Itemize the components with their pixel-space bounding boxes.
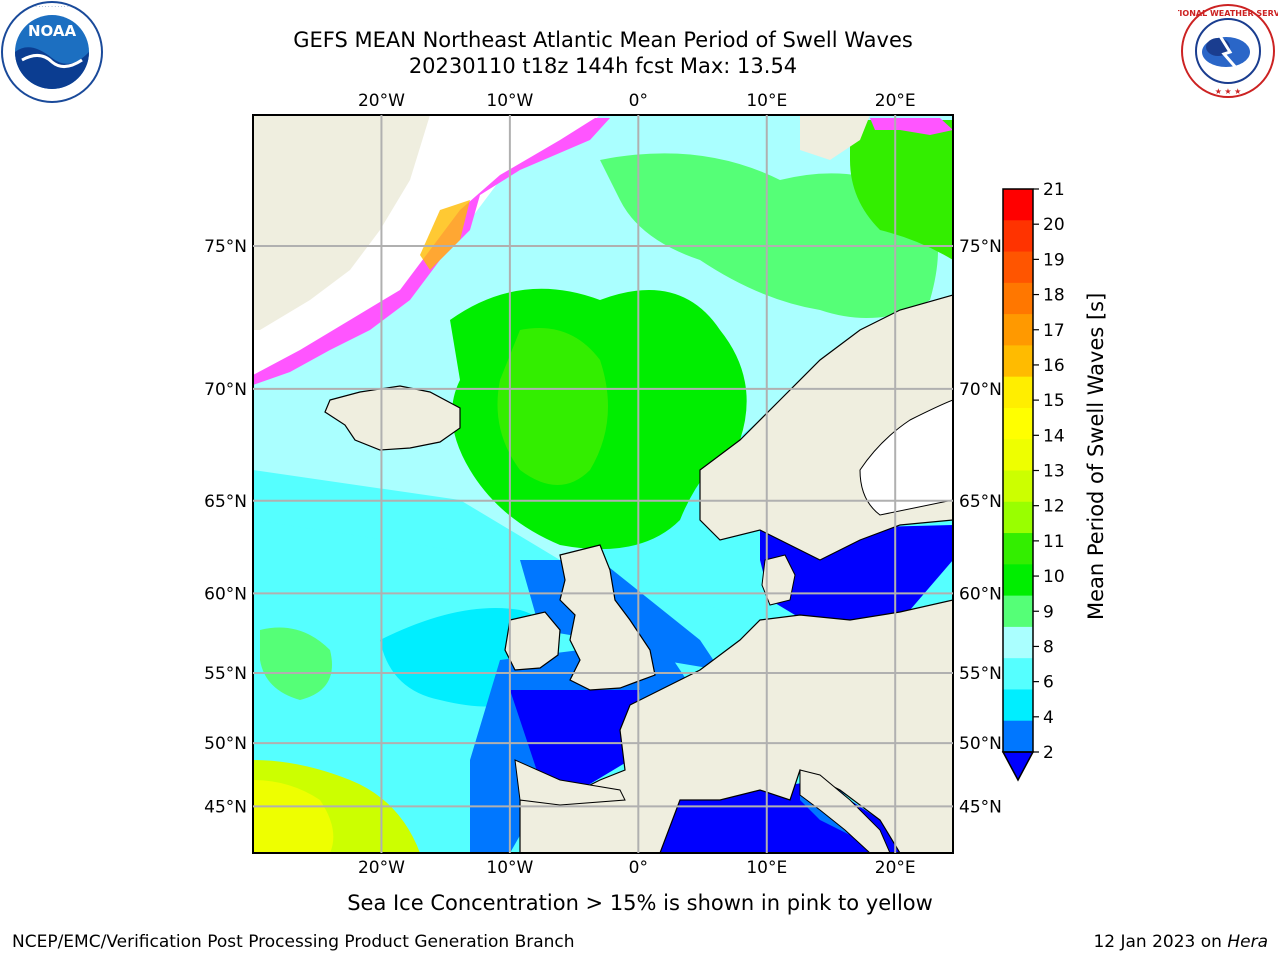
colorbar-tick-label: 14 <box>1043 426 1065 446</box>
lat-label-right: 75°N <box>959 237 1002 257</box>
svg-text:★ ★ ★: ★ ★ ★ <box>1215 87 1242 96</box>
lat-labels-right: 75°N 70°N 65°N 60°N 55°N 50°N 45°N <box>959 237 1002 817</box>
colorbar-segment <box>1003 407 1033 440</box>
lat-label-right: 50°N <box>959 734 1002 754</box>
colorbar-segment <box>1003 314 1033 346</box>
lon-label-top: 0° <box>629 91 648 111</box>
nws-logo: NATIONAL WEATHER SERVICE ★ ★ ★ <box>1178 4 1278 98</box>
colorbar-tick-label: 16 <box>1043 356 1065 376</box>
lon-label-bottom: 0° <box>629 858 648 878</box>
footer-date-text: 12 Jan 2023 on <box>1093 932 1228 952</box>
colorbar-tick-label: 8 <box>1043 637 1054 657</box>
colorbar: 21 20 19 18 17 16 15 14 13 12 11 10 9 8 6 4 2 <box>1001 180 1065 782</box>
map-field <box>253 115 953 853</box>
svg-text:· · · · · · · · · · · · ·: · · · · · · · · · · · · · <box>32 4 72 10</box>
colorbar-segment <box>1003 720 1033 753</box>
lon-label-top: 20°E <box>875 91 916 111</box>
colorbar-segment <box>1003 595 1033 628</box>
colorbar-tick-label: 17 <box>1043 321 1065 341</box>
colorbar-label: Mean Period of Swell Waves [s] <box>1084 292 1108 620</box>
colorbar-tick-label: 2 <box>1043 743 1054 763</box>
lon-labels-top: 20°W 10°W 0° 10°E 20°E <box>358 91 916 111</box>
lat-labels-left: 75°N 70°N 65°N 60°N 55°N 50°N 45°N <box>204 237 247 817</box>
lat-label-right: 65°N <box>959 492 1002 512</box>
colorbar-segment <box>1003 439 1033 471</box>
colorbar-segment <box>1003 189 1033 221</box>
lon-label-bottom: 20°W <box>358 858 405 878</box>
lon-label-bottom: 20°E <box>875 858 916 878</box>
noaa-logo-text: NOAA <box>28 22 77 40</box>
colorbar-tick-label: 21 <box>1043 180 1065 200</box>
lon-label-top: 10°W <box>486 91 533 111</box>
colorbar-segment <box>1003 282 1033 315</box>
lat-label-right: 55°N <box>959 664 1002 684</box>
lat-label-left: 50°N <box>204 734 247 754</box>
nws-ring-text: NATIONAL WEATHER SERVICE <box>1178 9 1278 18</box>
lat-label-right: 70°N <box>959 380 1002 400</box>
colorbar-segment <box>1003 689 1033 722</box>
colorbar-segment <box>1003 501 1033 534</box>
colorbar-segment <box>1003 470 1033 503</box>
colorbar-tick-label: 13 <box>1043 462 1065 482</box>
lat-label-left: 60°N <box>204 584 247 604</box>
colorbar-tick-label: 6 <box>1043 673 1054 693</box>
lon-label-top: 10°E <box>746 91 787 111</box>
colorbar-segment <box>1003 345 1033 378</box>
chart-subtitle: 20230110 t18z 144h fcst Max: 13.54 <box>408 54 798 78</box>
colorbar-segment <box>1003 251 1033 284</box>
lat-label-left: 55°N <box>204 664 247 684</box>
colorbar-tick-label: 20 <box>1043 215 1065 235</box>
colorbar-tick-label: 4 <box>1043 708 1054 728</box>
colorbar-tick-label: 9 <box>1043 602 1054 622</box>
lon-label-top: 20°W <box>358 91 405 111</box>
colorbar-tick-label: 11 <box>1043 532 1065 552</box>
lat-label-left: 70°N <box>204 380 247 400</box>
footer-date: 12 Jan 2023 on Hera <box>1093 932 1268 952</box>
lon-label-bottom: 10°E <box>746 858 787 878</box>
colorbar-tick-label: 10 <box>1043 567 1065 587</box>
footer-branch: NCEP/EMC/Verification Post Processing Pr… <box>12 932 575 952</box>
footer-host: Hera <box>1227 932 1268 952</box>
colorbar-segment <box>1003 658 1033 690</box>
colorbar-segment <box>1003 376 1033 409</box>
lat-label-left: 75°N <box>204 237 247 257</box>
colorbar-tick-label: 15 <box>1043 391 1065 411</box>
lat-label-left: 45°N <box>204 797 247 817</box>
colorbar-segment <box>1003 626 1033 659</box>
colorbar-segment <box>1003 533 1033 565</box>
noaa-logo: NOAA · · · · · · · · · · · · · <box>1 1 103 103</box>
chart-title: GEFS MEAN Northeast Atlantic Mean Period… <box>293 28 913 52</box>
colorbar-tick-label: 18 <box>1043 286 1065 306</box>
lat-label-right: 60°N <box>959 584 1002 604</box>
colorbar-extend <box>1001 751 1035 782</box>
lon-label-bottom: 10°W <box>486 858 533 878</box>
colorbar-tick-label: 19 <box>1043 250 1065 270</box>
sea-ice-caption: Sea Ice Concentration > 15% is shown in … <box>347 891 933 915</box>
map-frame <box>252 114 954 854</box>
colorbar-segment <box>1003 564 1033 597</box>
gridlines <box>253 115 953 853</box>
lat-label-right: 45°N <box>959 797 1002 817</box>
lon-labels-bottom: 20°W 10°W 0° 10°E 20°E <box>358 858 916 878</box>
lat-label-left: 65°N <box>204 492 247 512</box>
colorbar-segment <box>1003 220 1033 253</box>
colorbar-tick-label: 12 <box>1043 497 1065 517</box>
